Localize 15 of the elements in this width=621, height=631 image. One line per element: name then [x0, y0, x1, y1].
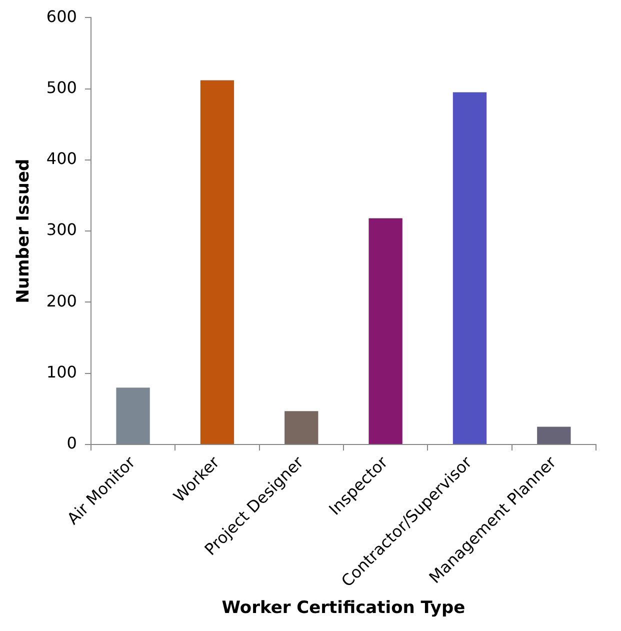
y-tick-label: 400 [46, 149, 77, 168]
y-tick-label: 300 [46, 220, 77, 240]
y-tick-label: 0 [66, 434, 77, 453]
y-tick-label: 500 [46, 78, 77, 97]
y-tick-label: 600 [46, 6, 77, 26]
y-axis-title: Number Issued [14, 158, 34, 304]
bar [452, 92, 487, 444]
bar [284, 411, 318, 444]
bar [368, 218, 402, 444]
y-tick-label: 100 [46, 362, 77, 382]
y-tick-label: 200 [46, 291, 77, 310]
bar [200, 80, 234, 444]
bar [537, 426, 571, 444]
x-axis-title: Worker Certification Type [222, 598, 466, 618]
bar [116, 388, 150, 444]
